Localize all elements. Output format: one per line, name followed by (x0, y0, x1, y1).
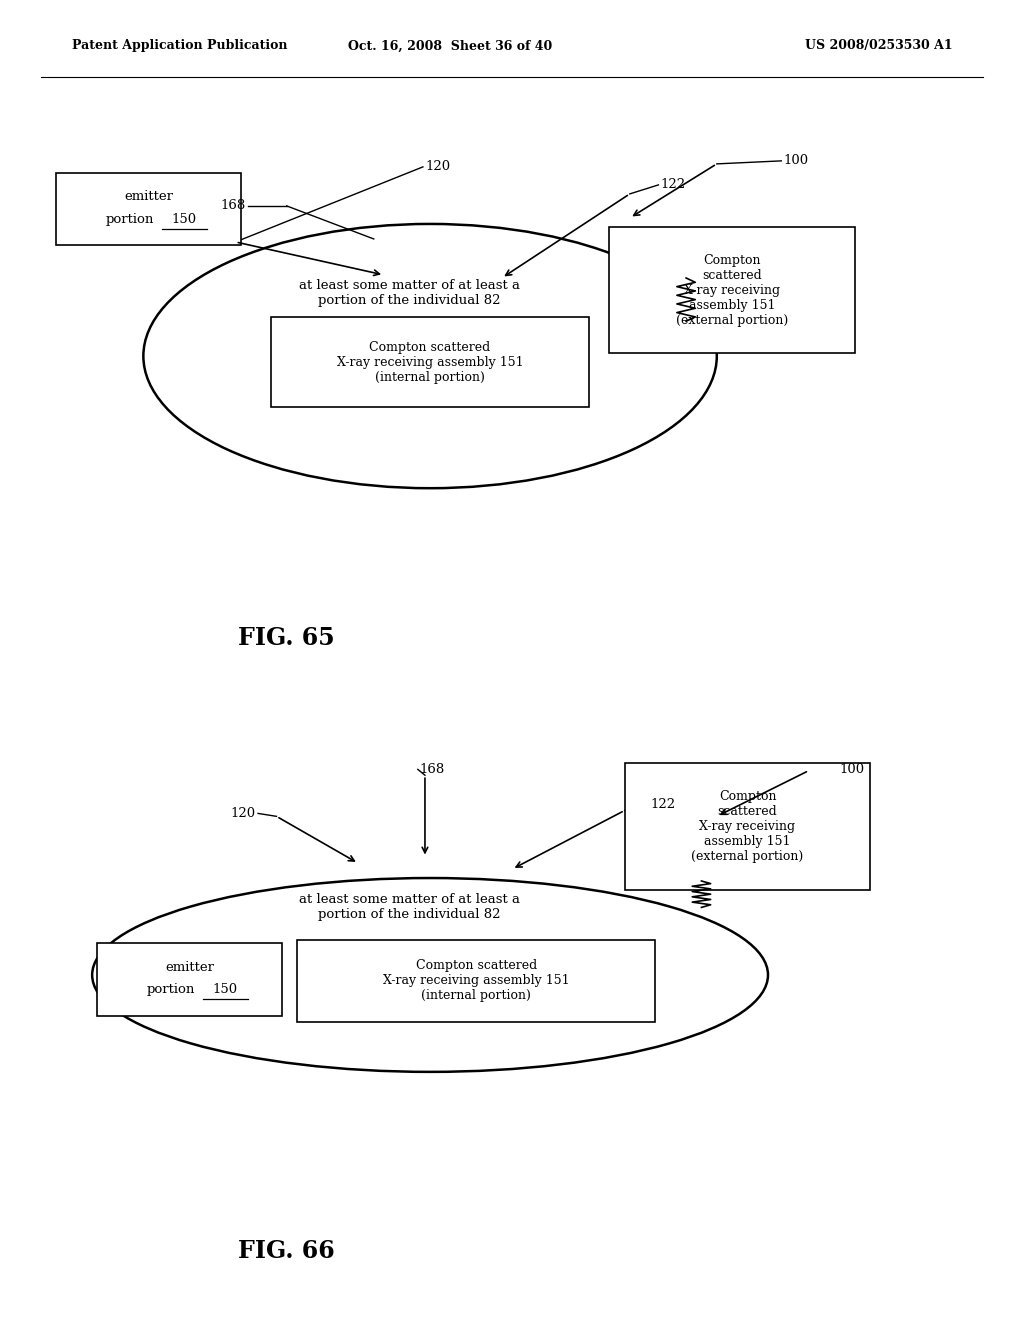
Text: Oct. 16, 2008  Sheet 36 of 40: Oct. 16, 2008 Sheet 36 of 40 (348, 40, 553, 53)
FancyBboxPatch shape (297, 940, 655, 1022)
FancyBboxPatch shape (625, 763, 870, 890)
Text: 100: 100 (783, 154, 809, 168)
Text: portion: portion (146, 983, 196, 997)
Text: 100: 100 (840, 763, 865, 776)
Text: at least some matter of at least a
portion of the individual 82: at least some matter of at least a porti… (299, 894, 520, 921)
Text: 150: 150 (172, 214, 197, 226)
Text: US 2008/0253530 A1: US 2008/0253530 A1 (805, 40, 952, 53)
Text: 168: 168 (220, 199, 246, 213)
FancyBboxPatch shape (609, 227, 855, 352)
Text: 168: 168 (420, 763, 445, 776)
FancyBboxPatch shape (56, 173, 241, 246)
Text: Compton scattered
X-ray receiving assembly 151
(internal portion): Compton scattered X-ray receiving assemb… (383, 960, 569, 1002)
FancyBboxPatch shape (97, 942, 282, 1016)
Text: emitter: emitter (124, 190, 173, 203)
Text: 120: 120 (230, 807, 256, 820)
Text: Compton
scattered
X-ray receiving
assembly 151
(external portion): Compton scattered X-ray receiving assemb… (691, 791, 804, 863)
Text: Patent Application Publication: Patent Application Publication (72, 40, 287, 53)
Text: FIG. 65: FIG. 65 (239, 627, 335, 651)
Text: Compton
scattered
X-ray receiving
assembly 151
(external portion): Compton scattered X-ray receiving assemb… (676, 253, 788, 326)
Text: FIG. 66: FIG. 66 (239, 1239, 335, 1263)
Text: emitter: emitter (165, 961, 214, 974)
Text: 120: 120 (425, 161, 451, 173)
Text: portion: portion (105, 214, 155, 226)
Text: at least some matter of at least a
portion of the individual 82: at least some matter of at least a porti… (299, 279, 520, 308)
Text: Compton scattered
X-ray receiving assembly 151
(internal portion): Compton scattered X-ray receiving assemb… (337, 341, 523, 384)
Text: 150: 150 (213, 983, 238, 997)
Text: 122: 122 (650, 799, 676, 810)
Text: 122: 122 (660, 178, 686, 191)
FancyBboxPatch shape (271, 317, 589, 407)
